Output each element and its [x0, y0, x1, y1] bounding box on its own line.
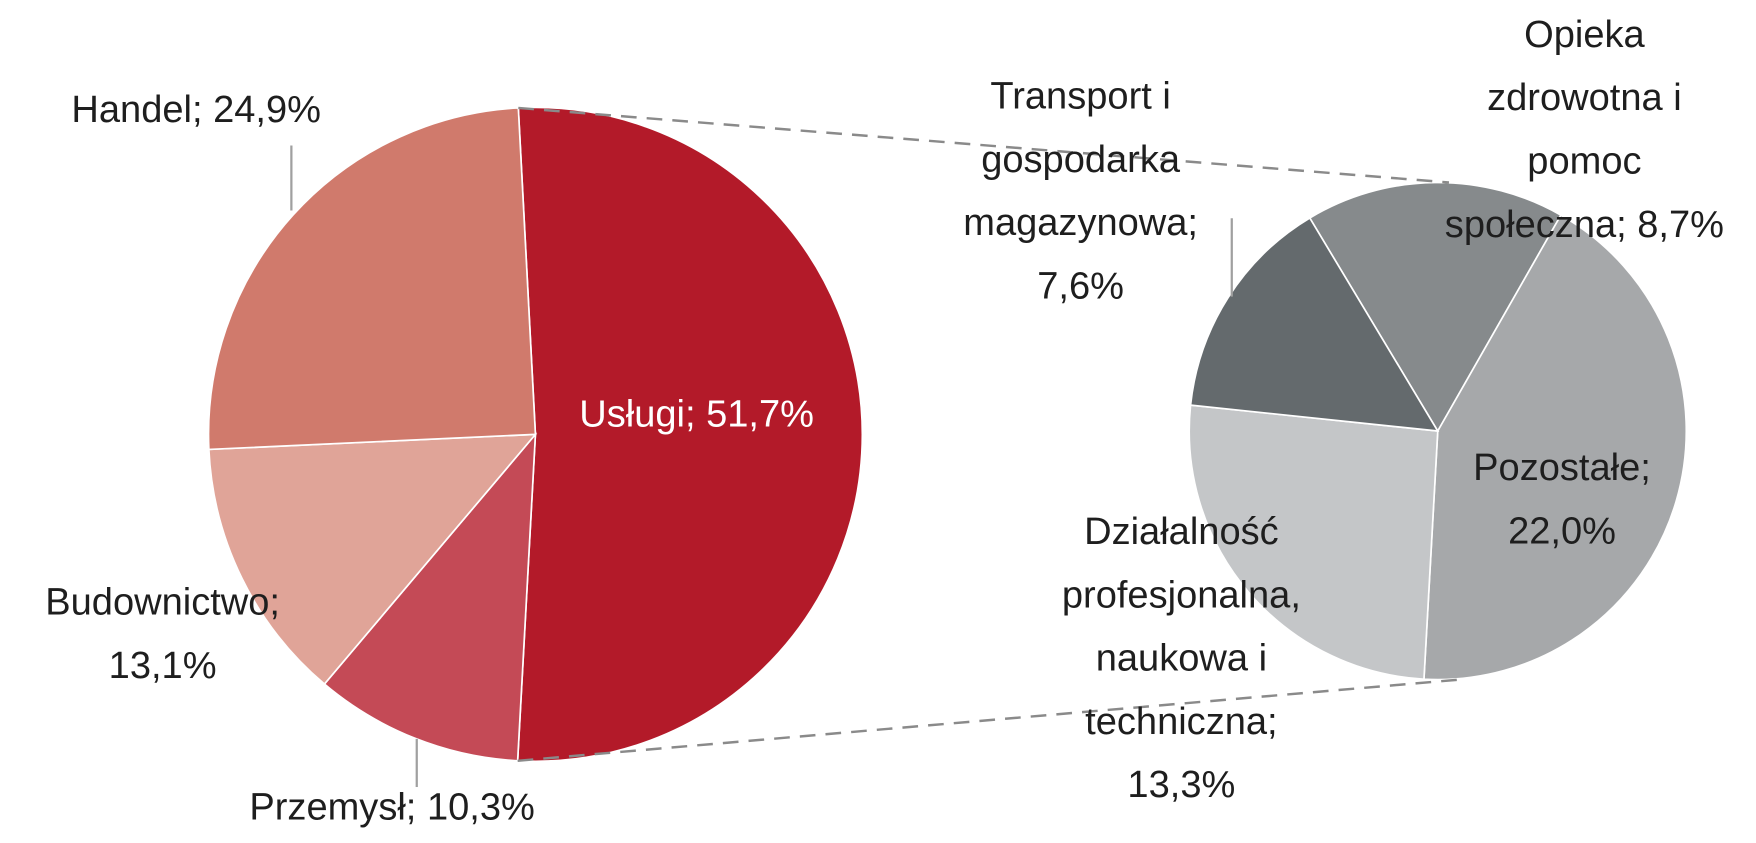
data-label: naukowa i [1096, 638, 1267, 680]
labels: Usługi; 51,7% Przemysł; 10,3% Budownictwo;… [45, 14, 1724, 828]
data-label: Przemysł; 10,3% [249, 786, 534, 828]
data-label: Pozostałe; [1473, 447, 1651, 489]
data-label: Budownictwo; [45, 582, 280, 624]
data-label: zdrowotna i [1487, 77, 1682, 119]
pie-slice [207, 433, 538, 686]
data-label: Transport i [990, 76, 1170, 118]
pie-slice [323, 431, 537, 762]
data-label: Działalność [1084, 511, 1279, 553]
data-label: Usługi; 51,7% [579, 394, 814, 436]
data-label: techniczna; [1085, 701, 1277, 743]
data-label: gospodarka [981, 139, 1181, 181]
marks [207, 106, 1688, 763]
pie-slice [516, 106, 864, 763]
pie-slice [1189, 216, 1440, 433]
data-label: magazynowa; [963, 202, 1198, 244]
data-label: Opieka [1524, 14, 1645, 56]
connector-line [518, 106, 1450, 184]
connector-line [517, 678, 1461, 763]
pie-slice [1423, 213, 1688, 681]
pie-slice [207, 107, 537, 451]
data-label: pomoc [1527, 140, 1641, 182]
data-label: 13,3% [1127, 764, 1235, 806]
data-label: profesjonalna, [1062, 574, 1301, 616]
pie-slice [1308, 181, 1563, 433]
connectors [517, 106, 1461, 763]
data-label: 22,0% [1508, 510, 1616, 552]
data-label: Handel; 24,9% [71, 89, 321, 131]
pie-slice [1188, 404, 1439, 681]
data-label: 13,1% [109, 645, 217, 687]
data-label: społeczna; 8,7% [1445, 204, 1724, 246]
data-label: 7,6% [1037, 265, 1124, 307]
